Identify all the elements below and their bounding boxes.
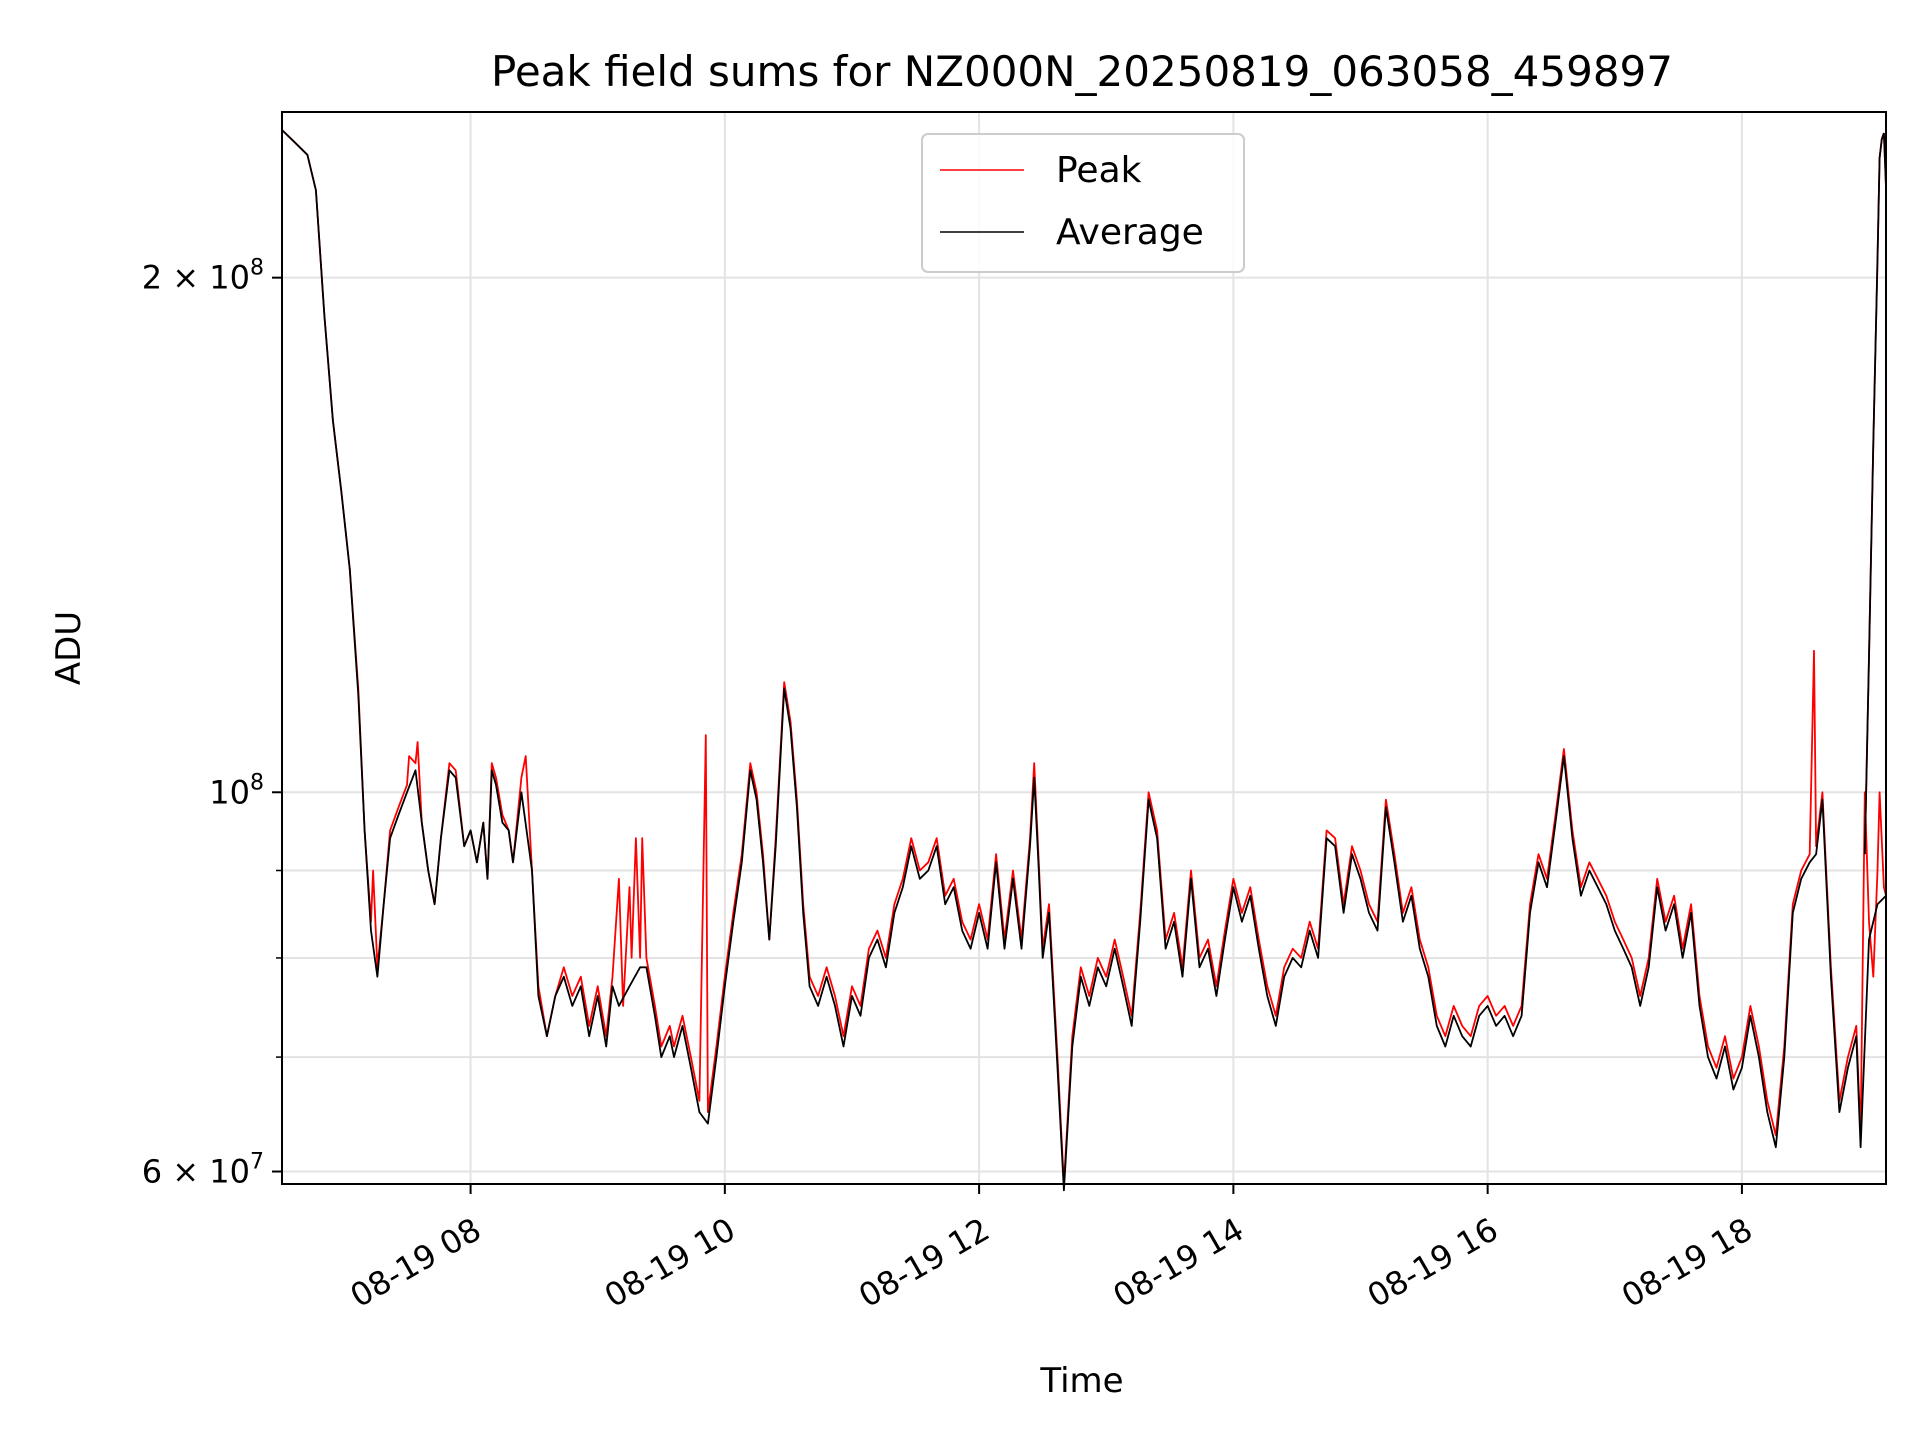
x-tick-label: 08-19 10	[598, 1210, 742, 1315]
x-tick-label: 08-19 16	[1361, 1210, 1505, 1315]
y-axis: 6 × 107 108 2 × 108	[142, 256, 282, 1191]
legend: Peak Average	[921, 133, 1245, 273]
x-tick-label: 08-19 12	[852, 1210, 996, 1315]
x-tick-label: 08-19 08	[344, 1210, 488, 1315]
y-tick-label: 2 × 108	[142, 256, 264, 297]
y-tick-label: 6 × 107	[142, 1150, 264, 1191]
plot-frame	[281, 111, 1887, 1185]
y-axis-label: ADU	[49, 611, 89, 685]
y-tick-label: 108	[209, 770, 264, 811]
x-tick-label: 08-19 14	[1107, 1210, 1251, 1315]
grid	[282, 112, 1886, 1184]
x-tick-label: 08-19 18	[1615, 1210, 1759, 1315]
legend-box	[921, 133, 1245, 273]
legend-label-average: Average	[1056, 212, 1204, 253]
series-line-average	[281, 129, 1887, 1192]
x-axis-label: Time	[1039, 1361, 1123, 1401]
x-axis: 08-19 08 08-19 10 08-19 12 08-19 14 08-19 16…	[344, 1184, 1759, 1315]
chart-title: Peak field sums for NZ000N_20250819_0630…	[491, 47, 1673, 96]
plot-lines	[281, 129, 1887, 1192]
series-line-peak	[281, 129, 1887, 1185]
series-line-average-tail	[1863, 132, 1887, 855]
legend-label-peak: Peak	[1056, 150, 1142, 191]
